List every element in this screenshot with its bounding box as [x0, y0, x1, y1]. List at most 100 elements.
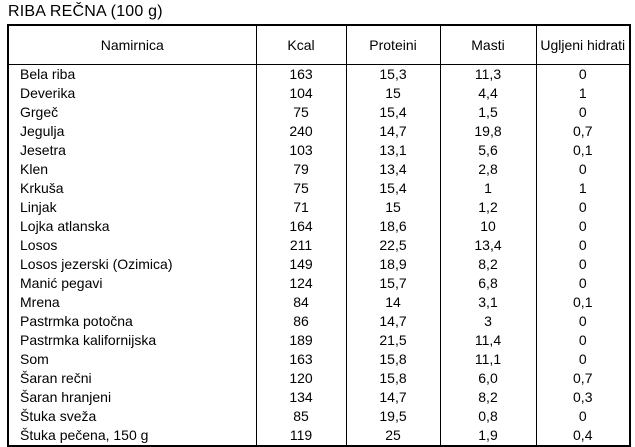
value-cell: 10	[439, 217, 536, 236]
value-cell: 14,7	[345, 122, 440, 141]
value-cell: 1,5	[439, 103, 536, 122]
value-cell: 4,4	[439, 84, 536, 103]
value-cell: 0,4	[535, 426, 630, 446]
value-cell: 11,1	[439, 350, 536, 369]
value-cell: 14,7	[345, 388, 440, 407]
value-cell: 0	[535, 255, 630, 274]
value-cell: 15,8	[345, 350, 440, 369]
value-cell: 13,4	[345, 160, 440, 179]
table-row: Linjak 71 15 1,2 0	[8, 198, 630, 217]
table-row: Jegulja 240 14,7 19,8 0,7	[8, 122, 630, 141]
food-name-cell: Krkuša	[20, 180, 64, 196]
value-cell: 0,1	[535, 141, 630, 160]
value-cell: 0,8	[439, 407, 536, 426]
table-row: Lojka atlanska 164 18,6 10 0	[8, 217, 630, 236]
value-cell: 0,3	[535, 388, 630, 407]
value-cell: 6,0	[439, 369, 536, 388]
food-name-cell: Deverika	[20, 85, 76, 101]
value-cell: 25	[345, 426, 440, 446]
food-name-cell: Grgeč	[20, 104, 59, 120]
table-row: Štuka sveža 85 19,5 0,8 0	[8, 407, 630, 426]
value-cell: 8,2	[439, 255, 536, 274]
value-cell: 21,5	[345, 331, 440, 350]
table-row: Deverika 104 15 4,4 1	[8, 84, 630, 103]
food-name-cell: Štuka sveža	[20, 408, 97, 424]
food-name-cell: Štuka pečena, 150 g	[20, 427, 149, 443]
value-cell: 0	[535, 331, 630, 350]
value-cell: 0	[535, 407, 630, 426]
value-cell: 15	[345, 198, 440, 217]
value-cell: 103	[255, 141, 346, 160]
value-cell: 84	[255, 293, 346, 312]
value-cell: 15,7	[345, 274, 440, 293]
value-cell: 13,4	[439, 236, 536, 255]
value-cell: 1,2	[439, 198, 536, 217]
food-name-cell: Jegulja	[20, 123, 65, 139]
value-cell: 18,9	[345, 255, 440, 274]
value-cell: 19,5	[345, 407, 440, 426]
value-cell: 163	[255, 350, 346, 369]
page-title: RIBA REČNA (100 g)	[8, 3, 163, 20]
value-cell: 240	[255, 122, 346, 141]
food-name-cell: Klen	[20, 161, 49, 177]
value-cell: 0	[535, 160, 630, 179]
value-cell: 79	[255, 160, 346, 179]
table-row: Pastrmka potočna 86 14,7 3 0	[8, 312, 630, 331]
value-cell: 189	[255, 331, 346, 350]
value-cell: 1,9	[439, 426, 536, 446]
value-cell: 0,7	[535, 122, 630, 141]
table-row: Klen 79 13,4 2,8 0	[8, 160, 630, 179]
value-cell: 86	[255, 312, 346, 331]
table-row: Losos jezerski (Ozimica) 149 18,9 8,2 0	[8, 255, 630, 274]
value-cell: 15,4	[345, 179, 440, 198]
value-cell: 1	[535, 179, 630, 198]
value-cell: 15,4	[345, 103, 440, 122]
value-cell: 15	[345, 84, 440, 103]
column-header-namirnica: Namirnica	[8, 25, 256, 65]
table-row: Bela riba 163 15,3 11,3 0	[8, 64, 630, 84]
value-cell: 0	[535, 64, 630, 84]
value-cell: 14,7	[345, 312, 440, 331]
value-cell: 1	[535, 84, 630, 103]
value-cell: 3	[439, 312, 536, 331]
value-cell: 2,8	[439, 160, 536, 179]
value-cell: 3,1	[439, 293, 536, 312]
value-cell: 13,1	[345, 141, 440, 160]
column-header-proteini: Proteini	[345, 25, 440, 65]
table-row: Krkuša 75 15,4 1 1	[8, 179, 630, 198]
food-name-cell: Som	[20, 351, 49, 367]
food-name-cell: Bela riba	[20, 66, 76, 82]
value-cell: 71	[255, 198, 346, 217]
value-cell: 0	[535, 236, 630, 255]
value-cell: 0	[535, 198, 630, 217]
food-name-cell: Šaran hranjeni	[20, 389, 112, 405]
value-cell: 11,3	[439, 64, 536, 84]
column-header-masti: Masti	[439, 25, 536, 65]
value-cell: 0	[535, 312, 630, 331]
value-cell: 18,6	[345, 217, 440, 236]
table-row: Jesetra 103 13,1 5,6 0,1	[8, 141, 630, 160]
value-cell: 5,6	[439, 141, 536, 160]
value-cell: 0	[535, 103, 630, 122]
value-cell: 85	[255, 407, 346, 426]
value-cell: 149	[255, 255, 346, 274]
value-cell: 0	[535, 217, 630, 236]
food-name-cell: Losos jezerski (Ozimica)	[20, 256, 173, 272]
value-cell: 11,4	[439, 331, 536, 350]
value-cell: 104	[255, 84, 346, 103]
food-name-cell: Pastrmka potočna	[20, 313, 133, 329]
value-cell: 0,1	[535, 293, 630, 312]
header-row: Namirnica Kcal Proteini Masti Ugljeni hi…	[8, 25, 630, 65]
value-cell: 75	[255, 179, 346, 198]
value-cell: 164	[255, 217, 346, 236]
table-row: Mrena 84 14 3,1 0,1	[8, 293, 630, 312]
value-cell: 1	[439, 179, 536, 198]
food-name-cell: Šaran rečni	[20, 370, 92, 386]
value-cell: 14	[345, 293, 440, 312]
table-body: Bela riba 163 15,3 11,3 0 Deverika 104 15 4,4 1 Gr…	[8, 64, 630, 446]
table-row: Pastrmka kalifornijska 189 21,5 11,4 0	[8, 331, 630, 350]
column-header-kcal: Kcal	[255, 25, 346, 65]
value-cell: 0	[535, 274, 630, 293]
value-cell: 8,2	[439, 388, 536, 407]
